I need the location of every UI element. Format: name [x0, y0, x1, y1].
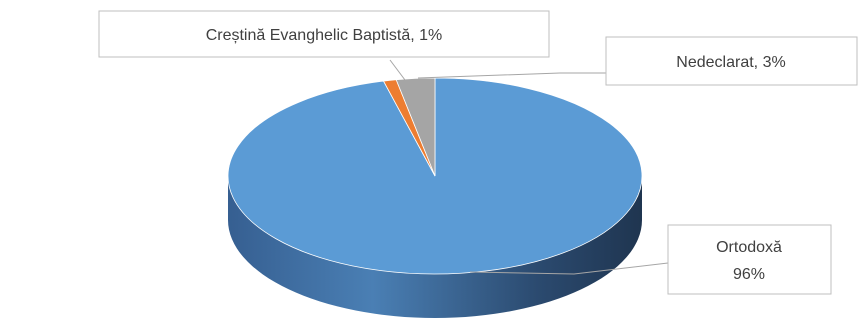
slice-label-baptista: Creștină Evanghelic Baptistă, 1%: [206, 27, 443, 44]
leader-line-nedeclarat: [417, 72, 606, 79]
callout-box-nedeclarat: [605, 36, 858, 86]
slice-label-nedeclarat: Nedeclarat, 3%: [676, 54, 785, 71]
leader-line-ortodoxa: [469, 262, 669, 275]
slice-label-ortodoxa-name: Ortodoxă: [716, 239, 782, 256]
callout-box-baptista: [98, 10, 550, 58]
leader-line-baptista: [389, 59, 406, 81]
pie-slice-nedeclarat: [395, 77, 436, 177]
pie-slices: [227, 77, 643, 275]
callout-box-ortodoxa: [667, 224, 832, 295]
pie-side-wall: [228, 176, 642, 318]
slice-label-ortodoxa-value: 96%: [733, 266, 765, 283]
